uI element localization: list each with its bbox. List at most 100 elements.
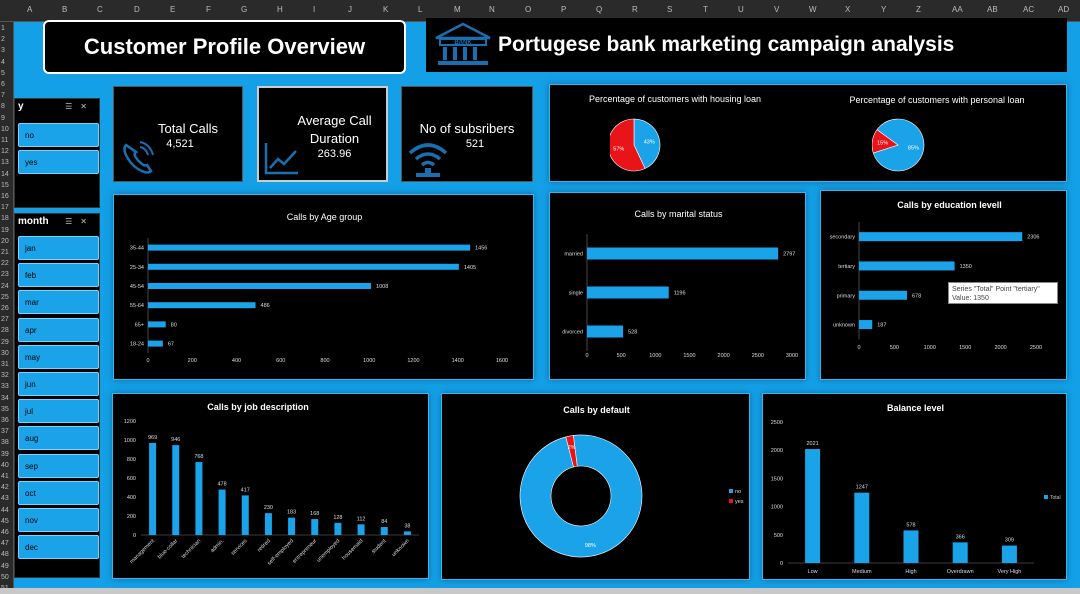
column-label[interactable]: P	[561, 5, 567, 14]
column-label[interactable]: Q	[596, 5, 603, 14]
row-label[interactable]: 36	[1, 417, 9, 424]
slicer-y-controls[interactable]: ☰✕	[65, 102, 95, 111]
row-label[interactable]: 4	[1, 58, 5, 66]
slicer-month-item[interactable]: may	[18, 344, 99, 369]
age-chart[interactable]: 35-44 1456 25-34 1405 45-54 1008 55-64 486 65+ 80…	[114, 195, 535, 381]
slicer-month-item[interactable]: oct	[18, 480, 99, 505]
kpi-total-calls[interactable]: Total Calls 4,521	[113, 86, 243, 182]
column-label[interactable]: L	[418, 5, 423, 14]
column-label[interactable]: O	[525, 5, 532, 14]
column-label[interactable]: M	[454, 5, 461, 14]
row-label[interactable]: 29	[1, 338, 9, 346]
header-banner[interactable]: BANK Portugese bank marketing campaign a…	[426, 18, 1067, 72]
slicer-month[interactable]: month ☰✕ jan feb mar apr may jun jul aug sep oct n…	[14, 213, 100, 578]
row-label[interactable]: 34	[1, 394, 9, 402]
column-label[interactable]: S	[667, 5, 673, 14]
loan-pies-panel[interactable]: Percentage of customers with housing loa…	[549, 84, 1067, 182]
column-label[interactable]: Z	[916, 5, 921, 14]
row-label[interactable]: 10	[1, 125, 9, 133]
row-label[interactable]: 26	[1, 305, 9, 312]
row-label[interactable]: 16	[1, 193, 9, 200]
slicer-month-item[interactable]: aug	[18, 426, 99, 451]
marital-chart-panel[interactable]: Calls by marital status married 2797 singl…	[549, 192, 806, 380]
job-chart-panel[interactable]: Calls by job description 0 200 400 600 800 10…	[112, 393, 429, 579]
row-label[interactable]: 15	[1, 181, 9, 189]
column-label[interactable]: F	[206, 5, 211, 14]
column-label[interactable]: AD	[1058, 5, 1070, 14]
slicer-month-item[interactable]: sep	[18, 453, 99, 478]
row-label[interactable]: 23	[1, 271, 9, 279]
row-label[interactable]: 31	[1, 361, 9, 368]
row-label[interactable]: 3	[1, 47, 5, 55]
column-label[interactable]: D	[134, 5, 140, 14]
dashboard-title-box[interactable]: Customer Profile Overview	[43, 20, 406, 74]
row-label[interactable]: 46	[1, 529, 9, 536]
column-label[interactable]: W	[809, 5, 817, 14]
column-label[interactable]: J	[348, 5, 352, 14]
row-label[interactable]: 35	[1, 405, 9, 413]
row-label[interactable]: 25	[1, 293, 9, 301]
row-label[interactable]: 41	[1, 473, 9, 480]
column-label[interactable]: G	[241, 5, 248, 14]
balance-chart[interactable]: 0 500 1000 1500 2000 2500 2021 Low 1247 Medium 578…	[763, 394, 1068, 581]
slicer-month-item[interactable]: jun	[18, 372, 99, 396]
row-label[interactable]: 48	[1, 551, 9, 559]
row-label[interactable]: 22	[1, 260, 9, 268]
slicer-month-item[interactable]: apr	[18, 317, 99, 342]
row-label[interactable]: 6	[1, 81, 5, 88]
row-label[interactable]: 13	[1, 159, 9, 167]
row-label[interactable]: 2	[1, 36, 5, 44]
row-label[interactable]: 21	[1, 249, 9, 256]
slicer-month-item[interactable]: dec	[18, 535, 99, 560]
column-label[interactable]: V	[774, 5, 780, 14]
column-label[interactable]: H	[277, 5, 283, 14]
column-label[interactable]: E	[170, 5, 176, 14]
column-label[interactable]: U	[738, 5, 744, 14]
row-label[interactable]: 9	[1, 114, 5, 122]
job-chart[interactable]: 0 200 400 600 800 1000 1200 969 management 946 blu…	[113, 394, 430, 580]
age-chart-panel[interactable]: Calls by Age group 35-44 1456 25-34 1405 45-…	[113, 194, 534, 380]
slicer-month-item[interactable]: nov	[18, 508, 99, 532]
row-label[interactable]: 49	[1, 562, 9, 570]
row-label[interactable]: 8	[1, 103, 5, 111]
kpi-avg-duration[interactable]: Average Call Duration 263.96	[257, 86, 388, 182]
slicer-month-item[interactable]: mar	[18, 290, 99, 315]
column-label[interactable]: AA	[952, 5, 963, 14]
slicer-month-item[interactable]: jan	[18, 236, 99, 260]
row-label[interactable]: 37	[1, 428, 9, 436]
row-label[interactable]: 44	[1, 506, 9, 514]
slicer-y-item[interactable]: no	[18, 123, 99, 147]
row-label[interactable]: 32	[1, 372, 9, 380]
row-label[interactable]: 18	[1, 215, 9, 223]
row-label[interactable]: 39	[1, 450, 9, 458]
column-label[interactable]: Y	[881, 5, 887, 14]
row-label[interactable]: 43	[1, 495, 9, 503]
slicer-month-item[interactable]: jul	[18, 399, 99, 424]
education-chart[interactable]: secondary 2306 tertiary 1350 primary 678 unkno…	[821, 191, 1068, 381]
row-label[interactable]: 14	[1, 170, 9, 178]
row-label[interactable]: 38	[1, 439, 9, 447]
kpi-subscribers[interactable]: No of subsribers 521	[401, 86, 533, 182]
row-label[interactable]: 11	[1, 137, 9, 144]
row-label[interactable]: 5	[1, 69, 5, 77]
row-label[interactable]: 17	[1, 204, 9, 212]
row-label[interactable]: 47	[1, 540, 9, 548]
sheet-scrollbar[interactable]	[0, 588, 1080, 594]
row-label[interactable]: 40	[1, 461, 9, 469]
row-label[interactable]: 19	[1, 226, 9, 234]
row-label[interactable]: 30	[1, 349, 9, 357]
row-label[interactable]: 7	[1, 92, 5, 100]
column-label[interactable]: T	[703, 5, 708, 14]
column-label[interactable]: K	[383, 5, 389, 14]
column-label[interactable]: AB	[987, 5, 998, 14]
row-label[interactable]: 20	[1, 237, 9, 245]
column-label[interactable]: AC	[1023, 5, 1035, 14]
slicer-y[interactable]: y ☰✕ no yes	[14, 98, 100, 208]
row-label[interactable]: 45	[1, 517, 9, 525]
slicer-month-controls[interactable]: ☰✕	[65, 217, 95, 226]
column-label[interactable]: B	[62, 5, 68, 14]
row-label[interactable]: 27	[1, 316, 9, 324]
column-label[interactable]: I	[313, 5, 316, 14]
